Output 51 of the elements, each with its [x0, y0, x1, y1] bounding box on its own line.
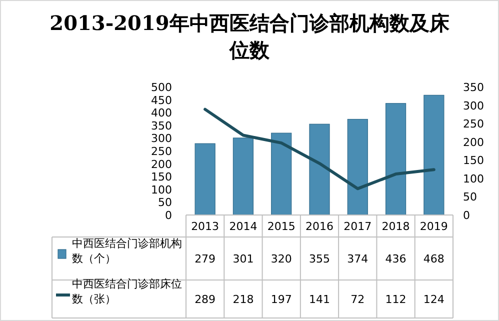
y-tick-label: 400 — [151, 106, 172, 120]
legend-label: 中西医结合门诊部床位数（张） — [72, 278, 182, 306]
data-label: 218 — [232, 293, 254, 306]
data-label: 141 — [309, 293, 330, 306]
y-tick-label: 250 — [151, 145, 172, 158]
data-label: 436 — [385, 252, 406, 266]
y-tick-label: 500 — [151, 81, 172, 94]
chart-title: 2013-2019年中西医结合门诊部机构数及床位数 — [50, 11, 450, 62]
x-tick-label: 2015 — [267, 220, 296, 233]
bar — [194, 143, 216, 216]
y-tick-label: 100 — [151, 183, 172, 196]
bar — [232, 138, 254, 216]
x-tick-label: 2014 — [229, 220, 258, 233]
data-label: 279 — [194, 252, 216, 266]
y-tick-label: 50 — [158, 196, 172, 210]
y2-tick-label: 0 — [463, 209, 470, 222]
y2-tick-label: 100 — [463, 172, 484, 186]
data-label: 112 — [385, 293, 406, 306]
y-tick-label: 300 — [151, 132, 172, 146]
data-label: 72 — [350, 293, 365, 306]
data-label: 320 — [270, 252, 292, 266]
legend-label: 中西医结合门诊部机构数（个） — [72, 237, 182, 265]
x-tick-label: 2016 — [306, 220, 334, 233]
y2-tick-label: 150 — [463, 154, 484, 168]
y2-tick-label: 300 — [463, 99, 484, 112]
bar — [347, 118, 368, 216]
data-label: 355 — [309, 252, 330, 266]
x-tick-label: 2017 — [344, 220, 372, 233]
y2-tick-label: 200 — [463, 136, 484, 149]
x-tick-label: 2013 — [191, 220, 220, 233]
bar — [271, 132, 292, 216]
data-label: 374 — [347, 252, 368, 266]
data-label: 301 — [232, 252, 254, 266]
data-label: 197 — [270, 293, 292, 306]
y2-tick-label: 50 — [463, 190, 477, 204]
line-series — [204, 108, 436, 190]
data-label: 468 — [423, 252, 444, 266]
y-tick-label: 200 — [151, 158, 172, 171]
x-tick-label: 2019 — [420, 220, 448, 233]
y2-tick-label: 250 — [463, 118, 484, 131]
data-label: 289 — [194, 293, 216, 306]
y-tick-label: 0 — [165, 209, 172, 222]
y2-tick-label: 350 — [463, 81, 484, 94]
y-tick-label: 150 — [151, 170, 172, 184]
x-tick-label: 2018 — [382, 220, 410, 233]
bar — [424, 94, 444, 216]
bar — [309, 124, 330, 216]
bar — [385, 103, 406, 216]
y-tick-label: 350 — [151, 119, 172, 132]
data-label: 124 — [423, 293, 444, 306]
y-tick-label: 450 — [151, 94, 172, 107]
